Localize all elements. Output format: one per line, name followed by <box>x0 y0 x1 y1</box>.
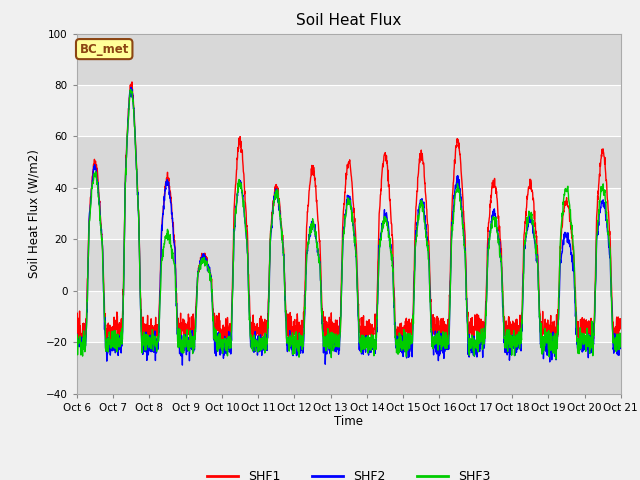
SHF2 <box>365 336 372 342</box>
Bar <box>77 85 621 136</box>
SHF2 <box>179 362 186 368</box>
SHF2 <box>617 331 625 337</box>
SHF2 <box>584 355 592 360</box>
Text: BC_met: BC_met <box>79 43 129 56</box>
SHF3 <box>365 337 372 343</box>
Bar <box>77 34 621 85</box>
SHF3 <box>127 86 134 92</box>
Bar <box>77 136 621 188</box>
SHF1 <box>365 331 372 336</box>
SHF1 <box>617 324 625 330</box>
SHF2 <box>570 268 577 274</box>
SHF3 <box>225 339 232 345</box>
Bar <box>77 291 621 342</box>
Title: Soil Heat Flux: Soil Heat Flux <box>296 13 401 28</box>
SHF1 <box>128 79 136 85</box>
Line: SHF2: SHF2 <box>77 87 621 365</box>
SHF1 <box>73 326 81 332</box>
SHF3 <box>376 238 384 244</box>
X-axis label: Time: Time <box>334 415 364 429</box>
Bar <box>77 342 621 394</box>
Y-axis label: Soil Heat Flux (W/m2): Soil Heat Flux (W/m2) <box>28 149 40 278</box>
Legend: SHF1, SHF2, SHF3: SHF1, SHF2, SHF3 <box>202 465 495 480</box>
SHF3 <box>584 337 592 343</box>
SHF3 <box>552 356 559 362</box>
SHF2 <box>127 84 135 90</box>
SHF1 <box>508 337 515 343</box>
Line: SHF1: SHF1 <box>77 82 621 350</box>
SHF1 <box>180 347 188 353</box>
SHF1 <box>570 247 577 252</box>
SHF3 <box>617 343 625 349</box>
SHF2 <box>377 230 385 236</box>
SHF2 <box>508 338 515 344</box>
Bar <box>77 240 621 291</box>
SHF3 <box>507 333 515 338</box>
SHF2 <box>225 338 233 344</box>
SHF3 <box>73 340 81 346</box>
SHF1 <box>584 319 592 324</box>
SHF2 <box>73 331 81 337</box>
SHF3 <box>570 243 577 249</box>
SHF1 <box>225 326 233 332</box>
SHF1 <box>377 192 385 198</box>
Bar <box>77 188 621 240</box>
Line: SHF3: SHF3 <box>77 89 621 359</box>
